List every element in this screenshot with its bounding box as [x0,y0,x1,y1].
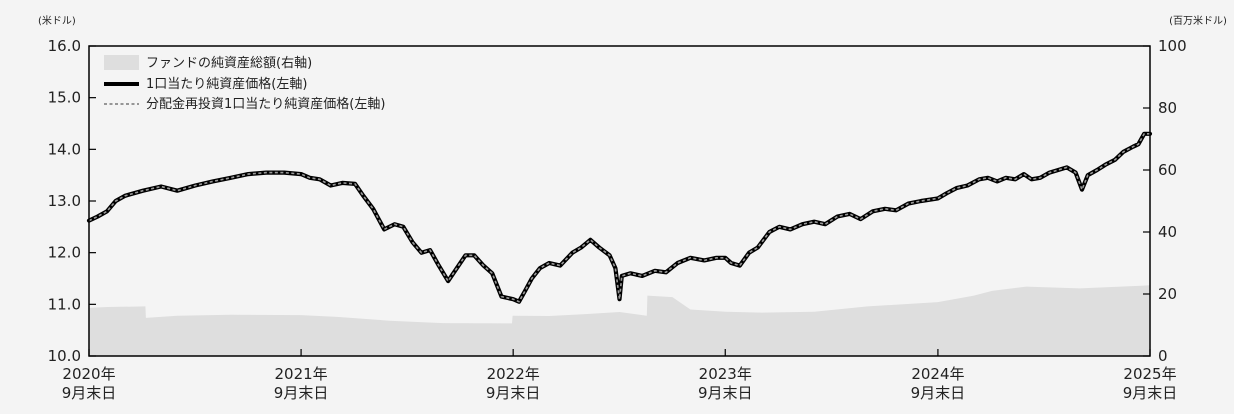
x-tick-label-month: 9月末日 [486,384,541,402]
left-tick-label: 14.0 [48,140,81,158]
plot-frame [88,45,1151,357]
left-tick-label: 16.0 [48,37,81,55]
line-layer [86,131,1153,304]
left-tick-label: 12.0 [48,244,81,262]
legend-label-reinvest: 分配金再投資1口当たり純資産価格(左軸) [146,96,385,112]
left-tick-label: 10.0 [48,347,81,365]
legend-label-nav: 1口当たり純資産価格(左軸) [146,76,307,92]
legend-label-area: ファンドの純資産総額(右軸) [146,55,312,71]
right-tick-label: 0 [1158,347,1168,365]
left-tick-label: 15.0 [48,89,81,107]
x-tick-label-month: 9月末日 [698,384,753,402]
x-tick-label-month: 9月末日 [1123,384,1178,402]
x-tick-label-month: 9月末日 [274,384,329,402]
right-tick-label: 40 [1158,223,1177,241]
x-tick-label-year: 2024年 [911,365,964,383]
series-line-reinvest [88,133,1150,303]
right-tick-label: 60 [1158,161,1177,179]
right-tick-label: 80 [1158,99,1177,117]
right-axis-unit: (百万米ドル) [1169,14,1227,27]
x-tick-label-year: 2022年 [487,365,540,383]
area-layer [89,285,1150,356]
x-tick-label-month: 9月末日 [62,384,117,402]
left-axis-unit: (米ドル) [38,14,76,27]
x-tick-label-year: 2020年 [62,365,115,383]
left-tick-label: 13.0 [48,192,81,210]
x-tick-label-year: 2021年 [274,365,327,383]
right-tick-label: 100 [1158,37,1187,55]
x-tick-label-year: 2025年 [1123,365,1176,383]
x-tick-label-month: 9月末日 [911,384,966,402]
legend: ファンドの純資産総額(右軸) 1口当たり純資産価格(左軸) 分配金再投資1口当た… [104,55,385,112]
legend-swatch-area [104,55,139,70]
axis-labels: 10.0 11.0 12.0 13.0 14.0 15.0 16.0 0 20 40 60 80 100… [48,37,1187,402]
right-tick-label: 20 [1158,285,1177,303]
series-line-nav [86,131,1153,304]
series-area-net-assets [89,285,1150,356]
x-tick-label-year: 2023年 [699,365,752,383]
left-tick-label: 11.0 [48,295,81,313]
